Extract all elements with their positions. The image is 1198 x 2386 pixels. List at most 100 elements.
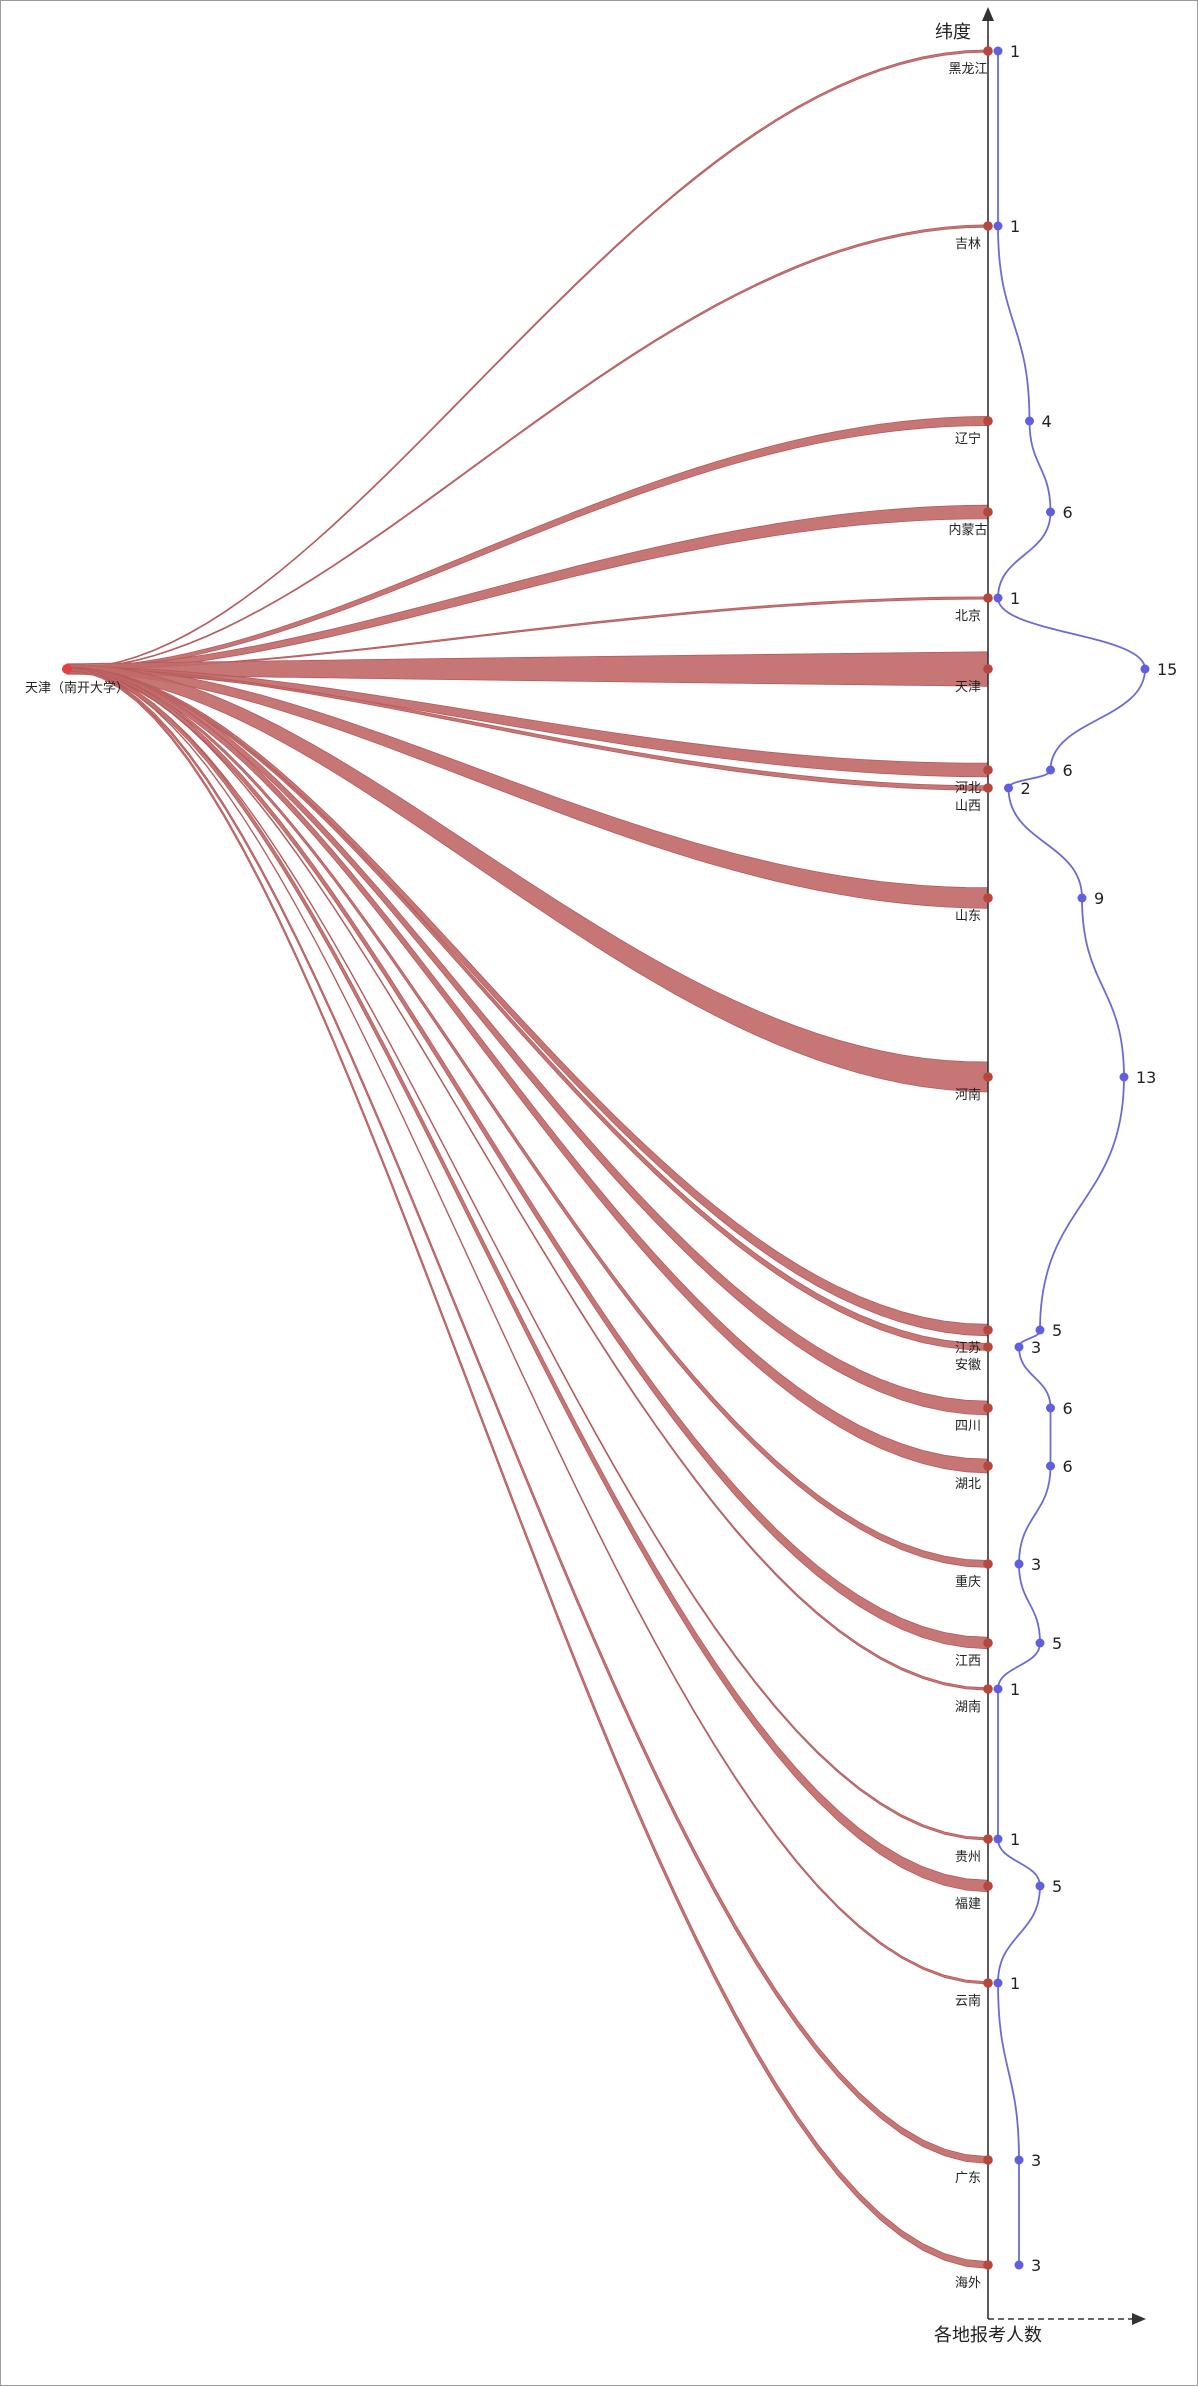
count-label: 6 <box>1063 503 1073 522</box>
province-point <box>983 1461 993 1471</box>
province-point <box>983 765 993 775</box>
count-label: 1 <box>1010 1974 1020 1993</box>
province-label: 安徽 <box>955 1358 981 1373</box>
count-label: 9 <box>1094 889 1104 908</box>
flow-ribbon <box>66 49 989 670</box>
province-label: 辽宁 <box>955 431 981 447</box>
vertical-axis-arrow <box>982 7 994 21</box>
province-label: 湖南 <box>955 1699 981 1715</box>
province-point <box>983 1072 993 1082</box>
flow-ribbon <box>66 415 989 671</box>
province-label: 河北 <box>955 781 981 796</box>
count-point <box>993 1978 1003 1988</box>
count-point <box>1014 1342 1024 1352</box>
count-label: 1 <box>1010 589 1020 608</box>
count-label: 5 <box>1052 1321 1062 1340</box>
province-point <box>983 1881 993 1891</box>
count-label: 13 <box>1136 1068 1156 1087</box>
count-point <box>1035 1638 1045 1648</box>
count-label: 1 <box>1010 217 1020 236</box>
province-point <box>983 593 993 603</box>
count-point <box>993 221 1003 231</box>
count-point <box>1035 1881 1045 1891</box>
province-label: 广东 <box>955 2171 981 2186</box>
count-point <box>1004 783 1013 793</box>
flow-ribbon <box>66 666 989 1893</box>
province-label: 重庆 <box>955 1574 981 1590</box>
count-label: 6 <box>1063 761 1073 780</box>
province-label: 天津 <box>955 680 981 695</box>
count-label: 1 <box>1010 1830 1020 1849</box>
horizontal-axis-arrow <box>1132 2313 1146 2325</box>
province-point <box>983 893 993 903</box>
count-label: 1 <box>1010 42 1020 61</box>
province-point <box>983 416 993 426</box>
province-point <box>983 507 993 517</box>
province-point <box>983 1403 993 1413</box>
province-point <box>983 1684 993 1694</box>
province-label: 福建 <box>955 1897 981 1912</box>
count-label: 3 <box>1031 2151 1041 2170</box>
dot-layer <box>62 46 993 2270</box>
count-point <box>1014 2155 1024 2165</box>
count-point <box>993 1684 1003 1694</box>
count-point <box>1046 1461 1055 1471</box>
province-point <box>983 1978 993 1988</box>
count-point <box>1035 1325 1045 1335</box>
flow-layer <box>66 49 989 2269</box>
province-point <box>983 1325 993 1335</box>
y-axis-title: 纬度 <box>935 22 971 43</box>
province-label: 四川 <box>955 1419 981 1434</box>
province-label: 吉林 <box>955 237 981 252</box>
count-label: 6 <box>1063 1457 1073 1476</box>
province-label: 黑龙江 <box>948 62 987 77</box>
province-label: 海外 <box>955 2276 981 2291</box>
count-label: 5 <box>1052 1877 1062 1896</box>
province-point <box>983 1638 993 1648</box>
province-label: 贵州 <box>955 1850 981 1865</box>
count-point <box>1046 507 1055 517</box>
province-label: 江苏 <box>955 1340 981 1356</box>
province-label: 北京 <box>955 609 981 624</box>
count-label: 1 <box>1010 1680 1020 1699</box>
flow-ribbon <box>66 668 989 1985</box>
count-point <box>1077 893 1087 903</box>
count-point <box>1140 664 1150 674</box>
label-layer: 天津（南开大学） 黑龙江吉林辽宁内蒙古北京天津河北山西山东河南江苏安徽四川湖北重… <box>25 62 988 2291</box>
axis-layer: 纬度 各地报考人数 <box>934 7 1146 2346</box>
province-label: 内蒙古 <box>948 522 987 538</box>
count-label: 2 <box>1021 779 1031 798</box>
count-point <box>1025 416 1034 426</box>
province-label: 云南 <box>955 1993 981 2009</box>
province-point <box>983 1342 993 1352</box>
count-label: 3 <box>1031 1555 1041 1574</box>
count-label: 4 <box>1042 412 1052 431</box>
province-label: 河南 <box>955 1087 981 1103</box>
origin-label: 天津（南开大学） <box>25 680 129 696</box>
count-point <box>1014 1559 1024 1569</box>
count-point <box>1046 765 1055 775</box>
count-point <box>1046 1403 1055 1413</box>
province-point <box>983 221 993 231</box>
province-point <box>983 664 993 674</box>
flow-ribbon <box>66 668 989 1841</box>
province-point <box>983 1559 993 1569</box>
province-label: 山东 <box>955 909 981 924</box>
count-line <box>997 50 1146 2265</box>
count-point <box>993 46 1003 56</box>
x-axis-title: 各地报考人数 <box>934 2325 1042 2346</box>
count-label: 6 <box>1063 1399 1073 1418</box>
count-point <box>1119 1072 1129 1082</box>
origin-point <box>62 664 72 674</box>
count-label: 15 <box>1157 660 1177 679</box>
count-point <box>1014 2260 1024 2270</box>
province-point <box>983 2155 993 2165</box>
count-label: 5 <box>1052 1634 1062 1653</box>
province-label: 山西 <box>955 799 981 814</box>
count-label: 3 <box>1031 1338 1041 1357</box>
flow-ribbon <box>66 667 989 2269</box>
province-point <box>983 783 993 793</box>
